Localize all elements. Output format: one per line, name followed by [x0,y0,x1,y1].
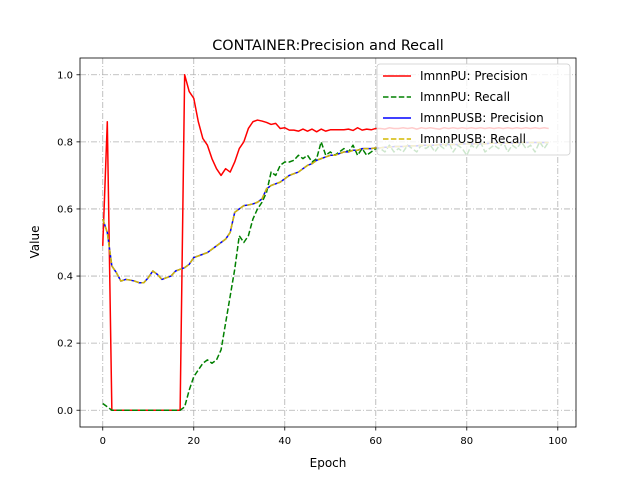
x-tick-label: 40 [278,436,291,447]
x-axis-ticks: 0 20 40 60 80 100 [100,427,567,447]
legend-label: ImnnPU: Precision [420,69,528,83]
legend-label: ImnnPUSB: Precision [420,111,544,125]
legend: ImnnPU: Precision ImnnPU: Recall ImnnPUSB:… [376,63,571,156]
y-tick-label: 1.0 [57,70,73,81]
chart-title: CONTAINER:Precision and Recall [212,38,444,54]
legend-label: ImnnPU: Recall [420,90,510,104]
legend-label: ImnnPUSB: Recall [420,132,526,146]
x-tick-label: 60 [369,436,382,447]
y-tick-label: 0.4 [57,272,73,283]
y-tick-label: 0.8 [57,137,73,148]
legend-box [376,63,571,156]
x-tick-label: 80 [460,436,473,447]
y-tick-label: 0.0 [57,406,73,417]
y-tick-label: 0.6 [57,205,73,216]
x-tick-label: 0 [100,436,106,447]
x-axis-label: Epoch [310,456,347,470]
y-axis-ticks: 0.0 0.2 0.4 0.6 0.8 1.0 [57,70,80,417]
series-line-1 [102,141,550,411]
x-tick-label: 20 [187,436,200,447]
y-axis-label: Value [28,226,42,259]
y-tick-label: 0.2 [57,339,73,350]
plot-frame [79,57,577,428]
x-tick-label: 100 [548,436,567,447]
